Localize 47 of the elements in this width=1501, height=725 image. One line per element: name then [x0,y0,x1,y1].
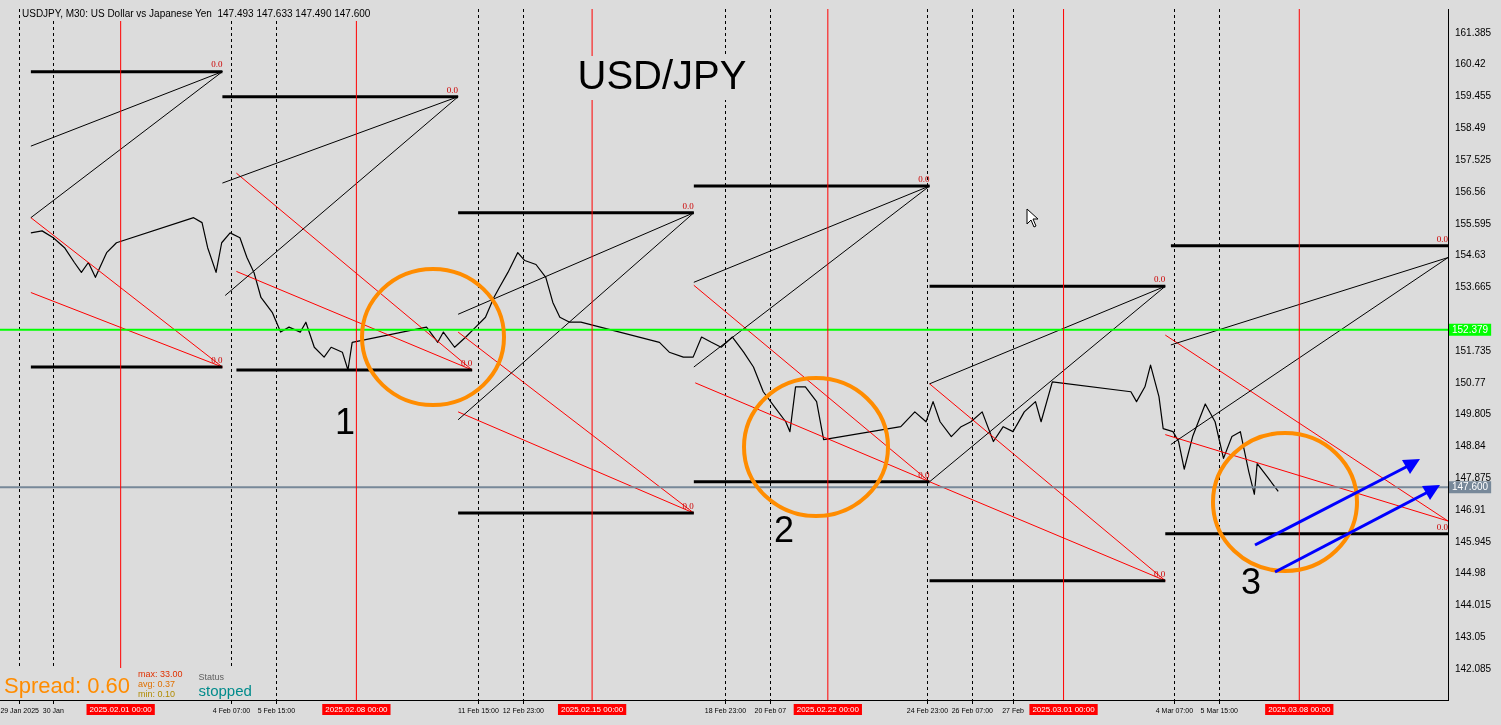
annotation: stopped [198,682,252,699]
annotation: Spread: 0.60 [4,673,130,699]
annotation: 0.0 [682,200,695,211]
y-tick-label: 159.455 [1455,90,1492,102]
y-tick-label: 158.49 [1455,122,1487,134]
annotation: 1 [334,401,356,442]
annotation: 0.0 [1436,233,1449,244]
y-tick-label: 157.525 [1455,153,1492,165]
y-tick-label: 146.91 [1455,503,1487,515]
ref-line-label: 2025.02.15 00:00 [560,704,624,714]
ref-line-label: 2025.03.01 00:00 [1032,704,1096,714]
annotation: 0.0 [918,173,931,184]
y-tick-label: 147.875 [1455,472,1492,484]
y-tick-label: 148.84 [1455,440,1487,452]
text: USD/JPY [577,53,747,98]
chart-subtitle: USDJPY, M30: US Dollar vs Japanese Yen 147.493 147.633 147.490 147.600 [22,7,371,19]
y-tick-label: 161.385 [1455,26,1492,38]
y-tick-label: 144.015 [1455,599,1492,611]
annotation: 0.0 [682,500,695,511]
annotation: min: 0.10 [137,689,176,699]
y-tick-label: 154.63 [1455,249,1487,261]
annotation: 0.0 [446,84,459,95]
y-tick-label: 149.805 [1455,408,1492,420]
annotation: max: 33.00 [137,669,183,679]
y-tick-label: 144.98 [1455,567,1487,579]
annotation: 0.0 [211,59,223,70]
y-tick-label: 153.665 [1455,281,1492,293]
y-tick-label: 150.77 [1455,376,1487,388]
y-tick-label: 142.085 [1455,662,1492,674]
annotation: 0.0 [1154,274,1166,285]
annotation: Status [198,672,226,682]
annotation: avg: 0.37 [137,679,176,689]
ref-line-label: 147.600 [1452,481,1489,493]
y-tick-label: 156.56 [1455,185,1487,197]
ref-line-label: 2025.02.08 00:00 [325,704,389,714]
annotation: 3 [1240,561,1262,602]
annotation: 0.0 [1436,521,1449,532]
y-tick-label: 143.05 [1455,631,1487,643]
ref-line-label: 2025.03.08 00:00 [1268,704,1331,714]
y-tick-label: 145.945 [1455,535,1492,547]
y-tick-label: 155.595 [1455,217,1492,229]
ref-line-label: 2025.02.22 00:00 [796,704,860,714]
ref-line-label: 2025.02.01 00:00 [89,704,153,714]
annotation: 2 [773,509,795,550]
y-tick-label: 160.42 [1455,58,1487,70]
ref-line-label: 152.379 [1452,323,1489,335]
y-tick-label: 151.735 [1455,344,1492,356]
